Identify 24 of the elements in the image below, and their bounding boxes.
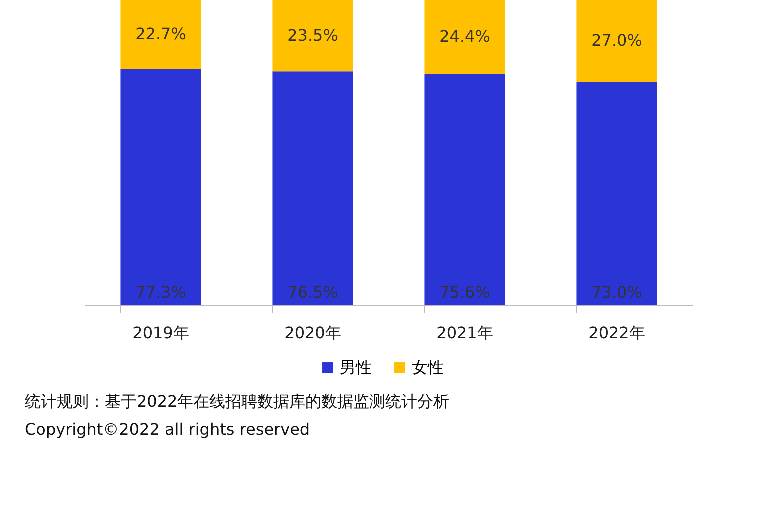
data-label: 73.0% [592, 283, 642, 302]
legend-label: 男性 [340, 358, 372, 377]
data-label: 76.5% [288, 283, 338, 302]
bar [424, 0, 506, 74]
bar [120, 69, 202, 305]
data-label: 27.0% [592, 31, 642, 50]
legend-label: 女性 [412, 358, 444, 377]
bar [272, 0, 354, 72]
x-tick-label: 2021年 [436, 324, 494, 342]
bar [576, 82, 658, 305]
bar [272, 72, 354, 305]
data-label: 24.4% [440, 27, 490, 46]
x-tick-label: 2020年 [284, 324, 342, 342]
bar [424, 74, 506, 305]
x-tick-label: 2022年 [588, 324, 646, 342]
data-label: 77.3% [136, 283, 186, 302]
data-label: 23.5% [288, 26, 338, 45]
data-label: 75.6% [440, 283, 490, 302]
text: 统计规则：基于2022年在线招聘数据库的数据监测统计分析 [25, 392, 450, 411]
bar [576, 0, 658, 82]
text: Copyright©2022 all rights reserved [25, 420, 310, 439]
data-label: 22.7% [136, 24, 186, 44]
bar [120, 0, 202, 70]
x-tick-label: 2019年 [132, 324, 190, 342]
